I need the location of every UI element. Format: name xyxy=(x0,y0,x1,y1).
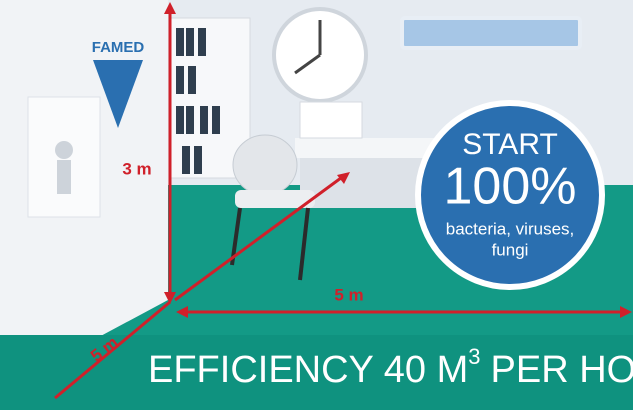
page: {"logo": {"text": "FAMED"}, "dimensions"… xyxy=(0,0,633,410)
height-label: 3 m xyxy=(122,159,151,178)
width-label: 5 m xyxy=(334,285,363,304)
banner-main: EFFICIENCY 40 M xyxy=(148,349,468,391)
papers xyxy=(300,102,362,138)
banner-text: EFFICIENCY 40 M3 PER HOUR xyxy=(148,344,633,391)
banner-after: PER HOUR xyxy=(491,349,633,391)
badge-text: fungi xyxy=(492,240,529,259)
chair-back xyxy=(233,135,297,195)
logo-text: FAMED xyxy=(92,39,145,56)
sterilizer-lamp xyxy=(402,18,580,48)
illustration: FAMED 3 m 5 m 5 m START 100% bacteria, v… xyxy=(0,0,633,410)
badge-text: bacteria, viruses, xyxy=(446,219,575,238)
badge-percent: 100% xyxy=(444,158,577,216)
poster-figure xyxy=(57,160,71,194)
badge-start: START xyxy=(462,128,558,161)
poster-figure xyxy=(55,141,73,159)
banner-superscript: 3 xyxy=(468,344,480,369)
